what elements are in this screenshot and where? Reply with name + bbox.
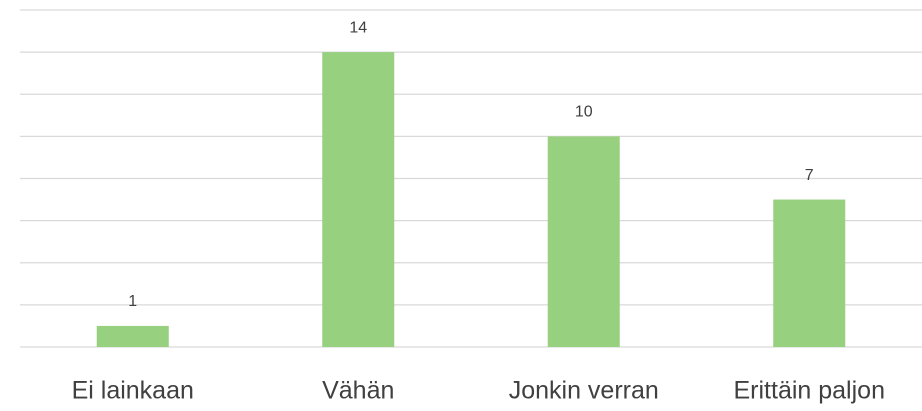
bar	[547, 136, 620, 347]
x-tick-label: Ei lainkaan	[72, 377, 194, 405]
bar	[322, 52, 395, 347]
x-tick-label: Erittäin paljon	[734, 377, 885, 405]
data-label: 14	[349, 19, 367, 36]
data-label: 10	[575, 104, 593, 121]
x-tick-label: Vähän	[322, 377, 394, 405]
x-tick-label: Jonkin verran	[509, 377, 659, 405]
bar	[773, 199, 846, 347]
bar	[96, 325, 169, 347]
data-label: 1	[128, 293, 137, 310]
data-label: 7	[805, 167, 814, 184]
